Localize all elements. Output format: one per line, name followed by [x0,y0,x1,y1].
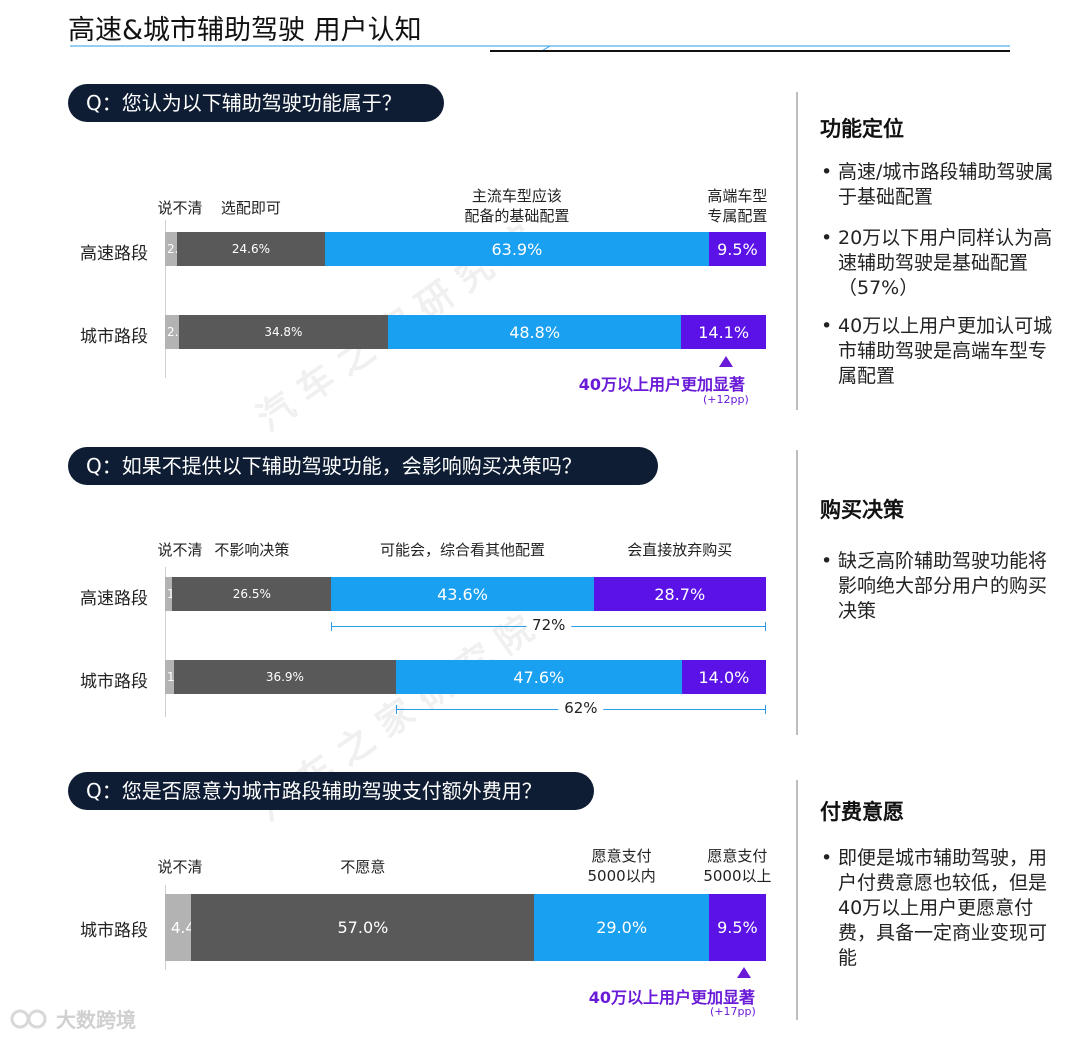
data-label: 26.5% [232,587,271,601]
axis-line [165,567,166,717]
bracket-label: 62% [558,699,604,717]
separator [796,780,798,1020]
row-label: 城市路段 [80,921,148,941]
side-bullet: • 20万以下用户同样认为高速辅助驾驶是基础配置（57%） [821,227,1053,299]
bar-segment: 14.1% [681,315,766,349]
series-header: 愿意支付 5000以内 [587,847,656,885]
data-label: 34.8% [264,325,303,339]
row-label: 高速路段 [80,589,148,609]
bar-segment: 26.5% [172,577,332,611]
highlight-arrow [737,967,751,978]
bracket: 72% [331,616,766,634]
bar-segment: 48.8% [387,315,682,349]
series-header: 说不清 [157,858,203,876]
logo: 大数跨境 [10,1004,136,1033]
data-label: 9.5% [717,918,758,937]
series-header: 可能会，综合看其他配置 [379,541,545,559]
row-label: 高速路段 [80,244,148,264]
data-label: 47.6% [513,667,565,687]
question-3: Q：您是否愿意为城市路段辅助驾驶支付额外费用？ [68,772,594,810]
data-label: 57.0% [337,918,389,937]
highlight-pp: (+12pp) [703,393,749,406]
data-label: 36.9% [265,670,304,684]
data-label: 48.8% [509,322,561,342]
separator [796,92,798,410]
bullet-icon: • [821,847,833,869]
bar-segment: 36.9% [174,660,396,694]
series-header: 会直接放弃购买 [627,541,733,559]
data-label: 14.1% [698,322,750,342]
bullet-icon: • [821,550,833,572]
data-label: 43.6% [437,584,488,604]
bar-segment: 57.0% [191,894,535,961]
bullet-icon: • [821,161,833,183]
data-label: 63.9% [491,239,543,259]
bar-segment: 47.6% [395,660,682,694]
separator [796,450,798,735]
page-title: 高速&城市辅助驾驶 用户认知 [68,15,422,46]
side-bullet: • 高速/城市路段辅助驾驶属于基础配置 [821,161,1054,208]
bar-segment: 63.9% [324,232,709,266]
side-bullet: • 40万以上用户更加认可城市辅助驾驶是高端车型专属配置 [821,315,1053,387]
bracket-label: 72% [526,616,572,634]
series-header: 选配即可 [220,199,281,217]
series-header: 说不清 [157,541,203,559]
series-header: 主流车型应该 配备的基础配置 [464,187,570,225]
side-title-2: 购买决策 [820,498,904,522]
bar-segment: 9.5% [708,894,766,961]
series-header: 高端车型 专属配置 [707,187,768,225]
bracket: 62% [395,699,766,717]
bar-segment: 14.0% [681,660,766,694]
side-bullet: • 缺乏高阶辅助驾驶功能将影响绝大部分用户的购买决策 [821,550,1048,622]
bar-segment: 9.5% [708,232,766,266]
bar-segment: 4.4% [165,894,209,961]
bar-segment: 2.0% [165,232,198,266]
data-label: 14.0% [698,667,750,687]
bar-segment: 1.2% [165,577,198,611]
bar-segment: 43.6% [331,577,594,611]
side-bullet: • 即便是城市辅助驾驶，用户付费意愿也较低，但是40万以上用户更愿意付费，具备一定… [821,847,1048,969]
axis-line [165,220,166,378]
data-label: 29.0% [596,918,648,937]
title-underline [70,45,1010,53]
bar-segment: 2.3% [165,315,198,349]
question-2: Q：如果不提供以下辅助驾驶功能，会影响购买决策吗？ [68,447,658,485]
highlight-pp: (+17pp) [710,1005,756,1018]
row-label: 城市路段 [80,672,148,692]
data-label: 24.6% [231,242,270,256]
bar-segment: 1.5% [165,660,198,694]
series-header: 不影响决策 [214,541,290,559]
series-header: 不愿意 [340,858,386,876]
series-header: 说不清 [157,199,203,217]
bullet-icon: • [821,315,833,337]
data-label: 28.7% [654,584,706,604]
series-header: 愿意支付 5000以上 [703,847,772,885]
logo-text: 大数跨境 [56,1008,136,1032]
highlight-note: 40万以上用户更加显著 [578,375,745,394]
row-label: 城市路段 [80,327,148,347]
bar-segment: 34.8% [178,315,388,349]
side-title-3: 付费意愿 [820,800,904,824]
bullet-icon: • [821,227,833,249]
bar-segment: 24.6% [177,232,325,266]
bar-segment: 29.0% [534,894,709,961]
bar-segment: 28.7% [593,577,766,611]
highlight-arrow [719,356,733,367]
logo-icon [10,1009,47,1028]
data-label: 9.5% [717,239,758,259]
highlight-note: 40万以上用户更加显著 [588,988,755,1007]
question-1: Q：您认为以下辅助驾驶功能属于？ [68,84,444,122]
side-title-1: 功能定位 [820,117,904,141]
